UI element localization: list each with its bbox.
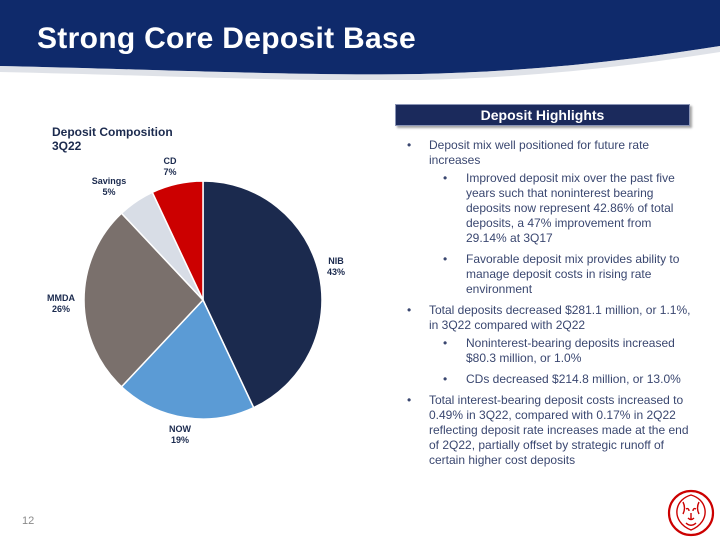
slice-value-mmda: 26% — [52, 304, 70, 314]
highlight-sub-text: Favorable deposit mix provides ability t… — [466, 252, 680, 296]
lion-head-logo-icon — [667, 489, 715, 537]
highlight-bullet: • Total interest-bearing deposit costs in… — [405, 393, 695, 468]
page-title: Strong Core Deposit Base — [37, 22, 416, 55]
slice-value-savings: 5% — [102, 187, 115, 197]
highlight-sub-bullet: • Improved deposit mix over the past five… — [429, 171, 695, 246]
slice-label-savings: Savings — [92, 176, 127, 186]
bullet-dot: • — [443, 336, 448, 350]
bullet-dot: • — [443, 372, 448, 386]
bullet-dot: • — [407, 138, 412, 152]
page-number: 12 — [22, 515, 35, 527]
bullet-dot: • — [443, 171, 448, 185]
title-banner — [0, 0, 720, 80]
slice-label-now: NOW — [169, 424, 192, 434]
highlight-text: Total interest-bearing deposit costs inc… — [429, 393, 689, 467]
highlight-sub-text: CDs decreased $214.8 million, or 13.0% — [466, 372, 681, 386]
highlight-sub-text: Noninterest-bearing deposits increased $… — [466, 336, 675, 365]
slice-label-nib: NIB — [328, 256, 344, 266]
slice-value-nib: 43% — [327, 267, 345, 277]
chart-title-line: Deposit Composition — [52, 125, 173, 139]
chart-title-line: 3Q22 — [52, 139, 82, 153]
pie-slice-now — [120, 298, 255, 420]
bullet-dot: • — [407, 303, 412, 317]
slice-label-cd: CD — [164, 156, 177, 166]
highlight-sub-bullet: • CDs decreased $214.8 million, or 13.0% — [429, 372, 695, 387]
pie-slice-mmda — [83, 212, 205, 388]
slice-label-mmda: MMDA — [47, 293, 75, 303]
highlight-bullet: • Deposit mix well positioned for future … — [405, 138, 695, 168]
chart-title: Deposit Composition 3Q22 — [52, 125, 212, 153]
highlight-text: Deposit mix well positioned for future r… — [429, 138, 650, 167]
highlight-sub-bullet: • Favorable deposit mix provides ability … — [429, 252, 695, 297]
highlight-sub-bullet: • Noninterest-bearing deposits increased … — [429, 336, 695, 366]
highlight-sub-text: Improved deposit mix over the past five … — [466, 171, 675, 245]
bullet-dot: • — [407, 393, 412, 407]
pie-slice-cd — [151, 180, 204, 301]
highlight-text: Total deposits decreased $281.1 million,… — [429, 303, 691, 332]
deposit-highlights-title: Deposit Highlights — [480, 107, 605, 123]
slice-value-now: 19% — [171, 435, 189, 445]
highlight-bullet: • Total deposits decreased $281.1 million… — [405, 303, 695, 333]
bullet-dot: • — [443, 252, 448, 266]
slice-value-cd: 7% — [163, 167, 176, 177]
deposit-highlights-header: Deposit Highlights — [395, 104, 690, 126]
pie-slice-nib — [202, 180, 323, 409]
deposit-highlights-list: • Deposit mix well positioned for future … — [405, 138, 695, 471]
